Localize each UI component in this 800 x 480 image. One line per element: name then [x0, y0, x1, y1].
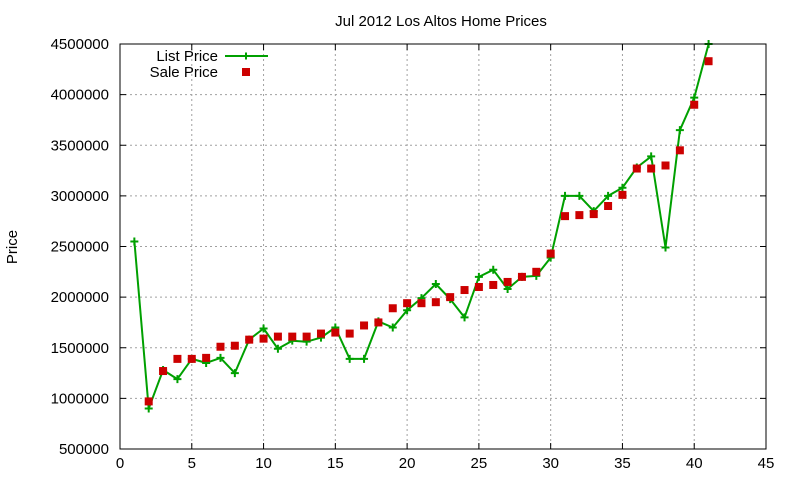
sale-price-point — [273, 332, 282, 341]
sale-price-point — [460, 286, 469, 295]
sale-price-point — [374, 318, 383, 327]
x-tick-label: 25 — [471, 455, 488, 472]
sale-price-point — [173, 354, 182, 363]
sale-price-point — [360, 321, 369, 330]
y-tick-label: 3500000 — [51, 137, 109, 154]
sale-price-point — [589, 210, 598, 219]
x-tick-label: 35 — [614, 455, 631, 472]
legend: List Price Sale Price — [150, 48, 268, 81]
sale-price-point — [675, 146, 684, 155]
list-price-point — [144, 404, 153, 413]
x-tick-label: 40 — [686, 455, 703, 472]
sale-price-point — [632, 164, 641, 173]
sale-price-point — [431, 298, 440, 307]
sale-price-point — [489, 280, 498, 289]
list-price-point — [130, 237, 139, 246]
list-price-point — [604, 191, 613, 200]
sale-price-point — [403, 299, 412, 308]
list-price-point — [474, 272, 483, 281]
sale-price-point — [618, 190, 627, 199]
axis-ticks: 0 5 10 15 20 25 30 35 40 45 500000 1000000 1500000 20… — [51, 36, 775, 472]
legend-label-sale-price: Sale Price — [150, 64, 218, 81]
x-tick-label: 0 — [116, 455, 124, 472]
list-price-point — [503, 285, 512, 294]
sale-price-point — [144, 397, 153, 406]
sale-price-point — [316, 329, 325, 338]
x-tick-label: 45 — [758, 455, 775, 472]
sale-price-point — [474, 283, 483, 291]
list-price-point — [661, 243, 670, 252]
list-price-point — [403, 306, 412, 315]
sale-price-point — [546, 249, 555, 258]
list-price-line — [133, 43, 710, 410]
sale-price-point — [187, 354, 196, 363]
list-price-point — [561, 191, 570, 200]
plot-area — [130, 40, 713, 413]
sale-price-point — [288, 332, 297, 341]
legend-marker-list-price — [242, 52, 250, 60]
sale-price-point — [561, 212, 570, 221]
grid — [120, 44, 766, 449]
sale-price-point — [345, 329, 354, 338]
sale-price-point — [259, 334, 268, 343]
y-tick-label: 500000 — [59, 441, 109, 458]
list-price-point — [360, 354, 369, 363]
y-tick-label: 2500000 — [51, 239, 109, 256]
list-price-point — [273, 344, 282, 353]
list-price-point — [259, 324, 268, 333]
sale-price-point — [503, 277, 512, 286]
x-tick-label: 20 — [399, 455, 416, 472]
chart-title: Jul 2012 Los Altos Home Prices — [335, 13, 547, 30]
sale-price-point — [704, 57, 713, 66]
sale-price-point — [302, 332, 311, 341]
list-price-point — [431, 279, 440, 288]
sale-price-point — [575, 211, 584, 220]
sale-price-point — [245, 335, 254, 344]
sale-price-point — [417, 299, 426, 308]
sale-price-point — [331, 328, 340, 337]
sale-price-point — [690, 100, 699, 109]
sale-price-point — [446, 293, 455, 302]
y-tick-label: 1000000 — [51, 390, 109, 407]
sale-price-point — [216, 342, 225, 351]
sale-price-point — [230, 341, 239, 350]
y-tick-label: 3000000 — [51, 188, 109, 205]
list-price-point — [388, 323, 397, 332]
list-price-point — [690, 93, 699, 102]
list-price-point — [345, 354, 354, 363]
sale-price-point — [661, 161, 670, 170]
y-tick-label: 4500000 — [51, 36, 109, 53]
sale-price-point — [388, 304, 397, 313]
list-price-point — [460, 313, 469, 322]
list-price-point — [618, 183, 627, 192]
list-price-point — [489, 265, 498, 274]
y-axis-label: Price — [4, 230, 21, 264]
sale-price-point — [159, 367, 168, 376]
y-tick-label: 4000000 — [51, 87, 109, 104]
list-price-point — [173, 375, 182, 384]
x-tick-label: 15 — [327, 455, 344, 472]
list-price-point — [575, 191, 584, 200]
legend-label-list-price: List Price — [156, 48, 218, 65]
legend-marker-sale-price — [242, 68, 250, 76]
list-price-point — [675, 126, 684, 135]
x-tick-label: 10 — [255, 455, 272, 472]
sale-price-point — [532, 267, 541, 276]
sale-price-point — [517, 272, 526, 281]
plot-frame — [119, 43, 767, 450]
sale-price-point — [202, 353, 211, 362]
y-tick-label: 1500000 — [51, 340, 109, 357]
x-tick-label: 30 — [542, 455, 559, 472]
list-price-point — [216, 353, 225, 362]
sale-price-point — [647, 164, 656, 173]
list-price-point — [647, 152, 656, 161]
y-tick-label: 2000000 — [51, 289, 109, 306]
x-tick-label: 5 — [188, 455, 196, 472]
list-price-point — [230, 369, 239, 378]
sale-price-point — [604, 202, 613, 210]
